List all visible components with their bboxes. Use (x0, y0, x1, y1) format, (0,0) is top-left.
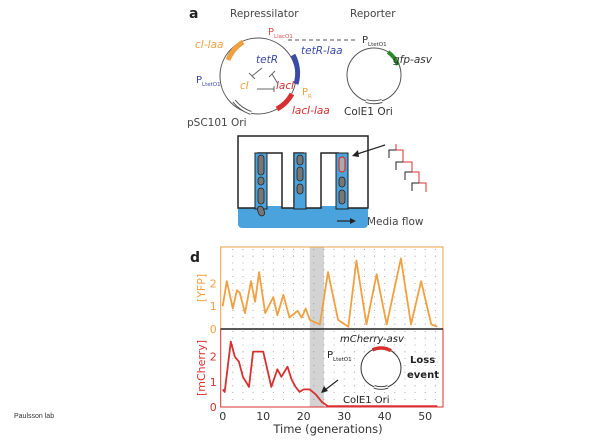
pSC101-ori-label: pSC101 Ori (187, 117, 247, 129)
tetR-laa-gene (290, 53, 301, 85)
p-ltet-left-label: PLtetO1 (196, 75, 221, 88)
tetR-inner-label: tetR (256, 54, 278, 66)
yfp-ytick-label: 2 (210, 277, 217, 290)
mcherry-ytick-label: 0 (210, 401, 217, 414)
reporter-title: Reporter (350, 8, 396, 20)
mcherry-asv-label: mCherry-asv (340, 334, 405, 345)
mcherry-ylabel: [mCherry] (195, 340, 208, 396)
repression-arrows (248, 67, 279, 92)
mcherry-axes-frame (220, 328, 444, 408)
yfp-shaded-region (309, 247, 324, 329)
cells (256, 154, 346, 217)
lacI-laa-label: lacI-laa (292, 105, 330, 117)
xtick-label: 50 (418, 410, 432, 423)
repressilator-title: Repressilator (230, 8, 299, 20)
media-channel (238, 206, 368, 228)
xtick-label: 10 (256, 410, 270, 423)
mcherry-ytick-label: 2 (210, 351, 217, 364)
mcherry-asv-gene (371, 346, 392, 353)
panel-d-letter: d (190, 250, 200, 266)
p-ltet-reporter-label: PLtetO1 (362, 35, 387, 48)
gfp-asv-gene (386, 50, 400, 66)
cole1-ori-label: ColE1 Ori (344, 106, 393, 118)
yfp-series-line (221, 257, 438, 328)
inset-promoter-label: PLtetO1 (327, 350, 352, 363)
xtick-label: 40 (378, 410, 392, 423)
xlabel: Time (generations) (272, 422, 382, 436)
cl-laa-gene (225, 39, 245, 62)
yfp-ylabel: [YFP] (195, 274, 208, 302)
xtick-label: 30 (337, 410, 351, 423)
yfp-ytick-label: 0 (210, 323, 217, 336)
mcherry-ytick-label: 1 (210, 376, 217, 389)
inset-ori-label: ColE1 Ori (343, 395, 390, 406)
media-flow-label: Media flow (367, 216, 424, 228)
tetR-laa-label: tetR-laa (301, 45, 343, 57)
mcherry-series-line (221, 340, 438, 408)
cI-inner-label: cI (240, 80, 249, 92)
loss-event-label: Loss event (407, 355, 439, 381)
p-llaco1-label: PLlacO1 (268, 27, 293, 40)
gfp-asv-label: gfp-asv (393, 54, 433, 66)
cl-laa-label: cI-laa (195, 39, 223, 51)
xtick-label: 0 (219, 410, 226, 423)
p-r-label: PR (302, 87, 312, 100)
lacI-laa-gene (275, 92, 295, 112)
panel-a-letter: a (189, 6, 198, 22)
loss-event-inset: mCherry-asv PLtetO1 Loss event ColE1 Ori (321, 334, 439, 406)
lacI-inner-label: lacI (276, 80, 294, 92)
yfp-ytick-label: 1 (210, 300, 217, 313)
xtick-label: 20 (297, 410, 311, 423)
loss-event-arrow (324, 379, 339, 391)
credit-label: Paulsson lab (14, 413, 55, 420)
lineage-tree-icon (388, 144, 427, 192)
mother-cell-arrow (353, 144, 386, 156)
mcherry-shaded-region (309, 329, 324, 407)
